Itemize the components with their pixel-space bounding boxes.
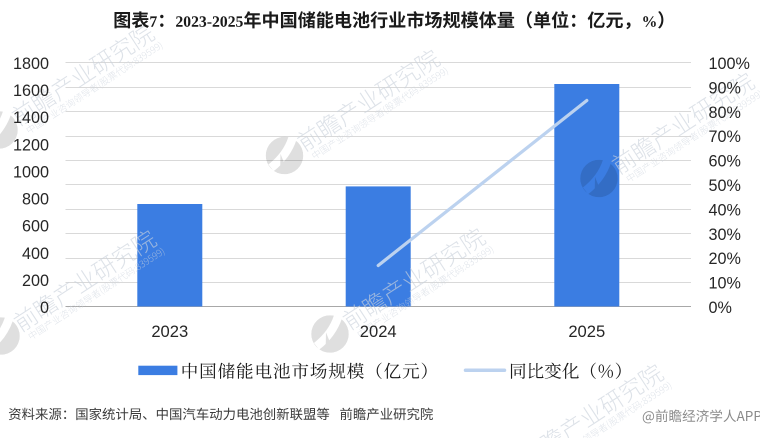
svg-text:0: 0 <box>40 299 49 317</box>
svg-text:80%: 80% <box>709 104 741 122</box>
svg-text:50%: 50% <box>709 177 741 195</box>
svg-text:200: 200 <box>22 272 49 290</box>
svg-text:400: 400 <box>22 245 49 263</box>
svg-text:60%: 60% <box>709 153 741 171</box>
svg-text:600: 600 <box>22 218 49 236</box>
svg-text:2023: 2023 <box>151 322 188 341</box>
svg-text:10%: 10% <box>709 275 741 293</box>
svg-text:2024: 2024 <box>360 322 397 341</box>
svg-text:800: 800 <box>22 191 49 209</box>
svg-text:1400: 1400 <box>13 109 49 127</box>
svg-text:70%: 70% <box>709 128 741 146</box>
svg-text:20%: 20% <box>709 250 741 268</box>
svg-text:0%: 0% <box>709 299 732 317</box>
svg-text:90%: 90% <box>709 79 741 97</box>
svg-text:100%: 100% <box>709 55 750 73</box>
svg-text:1600: 1600 <box>13 82 49 100</box>
svg-text:1800: 1800 <box>13 55 49 73</box>
svg-text:1000: 1000 <box>13 163 49 181</box>
svg-text:1200: 1200 <box>13 136 49 154</box>
svg-text:40%: 40% <box>709 201 741 219</box>
svg-text:2025: 2025 <box>568 322 605 341</box>
svg-text:30%: 30% <box>709 226 741 244</box>
